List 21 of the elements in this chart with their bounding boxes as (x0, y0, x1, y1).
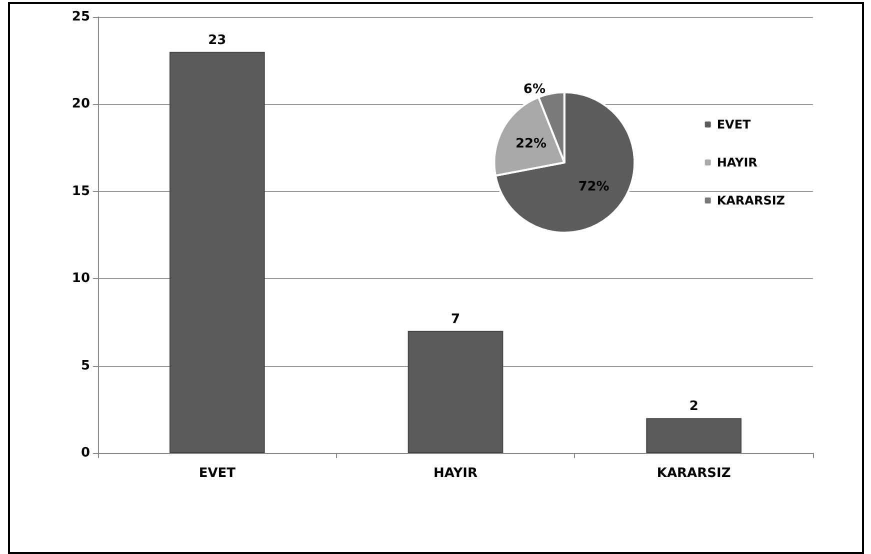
bar (408, 330, 504, 453)
legend-label: HAYIR (716, 156, 758, 170)
x-tick-label: HAYIR (434, 466, 478, 481)
y-tick-label: 25 (72, 10, 90, 24)
x-tick-label: EVET (198, 466, 236, 481)
data-label: 6% (523, 82, 546, 98)
y-tick-label: 15 (72, 184, 90, 199)
legend-label: EVET (716, 118, 752, 132)
y-tick-label: 5 (80, 358, 90, 374)
data-label: 7 (450, 312, 460, 327)
data-label: 72% (578, 179, 610, 194)
y-tick-label: 0 (80, 446, 90, 460)
y-tick-label: 20 (72, 96, 90, 112)
x-tick-label: KARARSIZ (656, 466, 731, 481)
data-label: 2 (689, 399, 698, 414)
bar (170, 52, 265, 453)
y-tick-label: 10 (72, 271, 90, 286)
data-label: 22% (515, 136, 547, 152)
bar (646, 418, 742, 453)
data-label: 23 (208, 32, 226, 48)
legend-label: KARARSIZ (716, 194, 786, 208)
